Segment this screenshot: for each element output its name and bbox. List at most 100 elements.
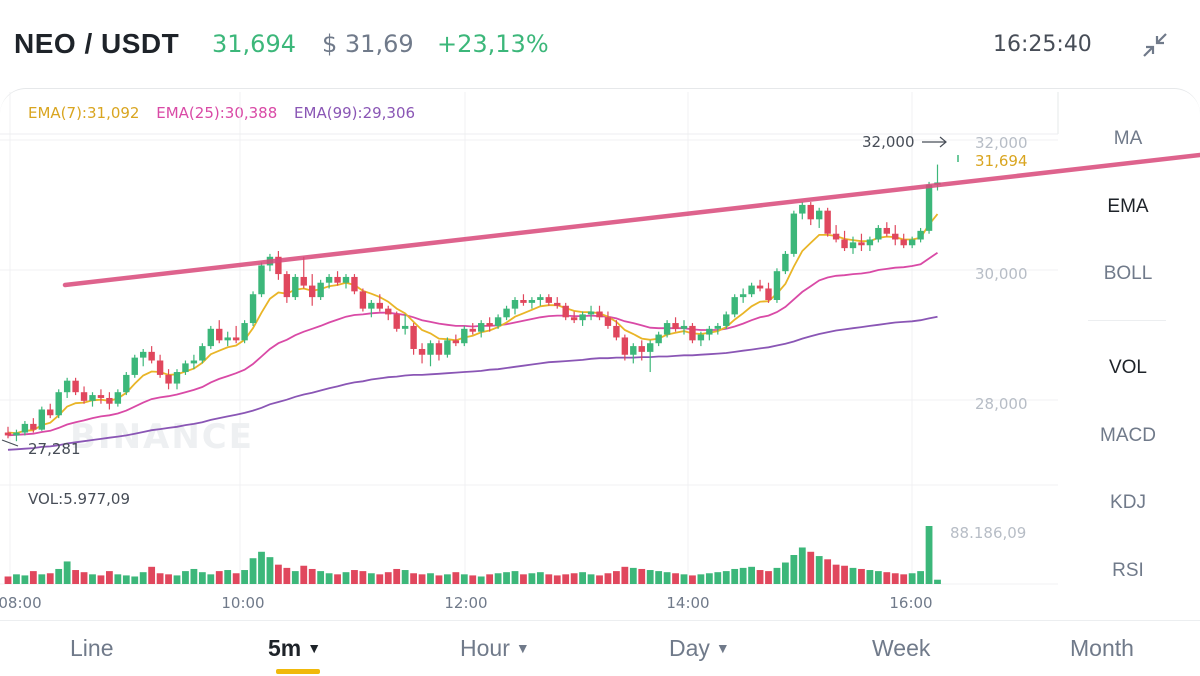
volume-bar (841, 565, 848, 584)
volume-bar (477, 576, 485, 584)
candle-up (697, 334, 705, 341)
volume-bar (249, 558, 257, 584)
candle-down (883, 227, 890, 234)
volume-bar (89, 574, 96, 584)
candle-up (224, 337, 231, 341)
candle-down (275, 256, 282, 275)
candle-down (156, 360, 164, 375)
volume-bar (714, 572, 722, 584)
tab-line[interactable]: Line (70, 635, 113, 662)
y-tick-label: 28,000 (975, 395, 1028, 413)
volume-bar (613, 571, 620, 584)
volume-bar (798, 547, 806, 584)
volume-bar (494, 573, 502, 584)
volume-bar (460, 574, 468, 584)
candle-up (427, 343, 434, 355)
volume-bar (173, 575, 181, 584)
volume-bar (832, 564, 840, 584)
indicator-kdj[interactable]: KDJ (1110, 492, 1146, 513)
volume-bar (46, 573, 54, 584)
volume-bar (511, 571, 519, 584)
volume-bar (283, 567, 291, 584)
volume-bar (680, 574, 688, 584)
tab-hour[interactable]: Hour ▼ (460, 635, 530, 662)
volume-bar (444, 574, 451, 584)
candle-up (748, 285, 755, 295)
candle-up (21, 423, 29, 433)
candle-up (241, 323, 248, 341)
volume-bar (562, 574, 570, 584)
tab-5m[interactable]: 5m ▼ (268, 635, 321, 662)
candle-up (723, 314, 730, 326)
volume-bar (629, 567, 637, 584)
indicator-boll[interactable]: BOLL (1103, 263, 1153, 284)
candle-down (4, 432, 12, 436)
ticker-header: NEO / USDT 31,694 $ 31,69 +23,13% 16:25:… (0, 0, 1200, 92)
indicator-ema[interactable]: EMA (1107, 196, 1149, 217)
candle-up (773, 271, 781, 300)
volume-bar (553, 575, 561, 584)
volume-bar (722, 571, 730, 584)
tab-month[interactable]: Month (1070, 635, 1134, 662)
volume-bar (165, 574, 172, 584)
indicator-macd[interactable]: MACD (1100, 425, 1156, 446)
candle-up (816, 210, 823, 220)
trading-pair[interactable]: NEO / USDT (14, 28, 180, 59)
x-tick-label: 16:00 (889, 594, 932, 612)
tab-day[interactable]: Day ▼ (669, 635, 730, 662)
candle-up (494, 317, 502, 326)
tab-hour-label: Hour (460, 635, 510, 661)
volume-bar (587, 574, 595, 584)
candle-down (486, 323, 493, 326)
x-tick-label: 14:00 (666, 594, 709, 612)
candle-up (258, 265, 265, 295)
volume-bar (55, 568, 63, 584)
last-price: 31,694 (212, 30, 296, 58)
volume-bar (874, 571, 882, 584)
candle-up (89, 395, 96, 401)
volume-bar (427, 573, 434, 584)
volume-bar (139, 572, 147, 584)
volume-bar (122, 575, 130, 584)
volume-bar (308, 568, 316, 584)
candle-up (630, 346, 637, 355)
candle-up (114, 392, 122, 404)
volume-bar (807, 551, 815, 584)
volume-bar (773, 567, 781, 584)
candle-up (714, 325, 721, 329)
candle-down (824, 210, 831, 234)
candle-up (528, 300, 536, 303)
last-price-label: 31,694 (975, 152, 1028, 170)
candle-down (148, 351, 155, 361)
volume-bar (689, 575, 696, 584)
candle-down (900, 239, 907, 246)
chevron-down-icon: ▼ (515, 640, 530, 656)
candle-up (655, 334, 662, 344)
candle-down (47, 409, 54, 416)
volume-bar (570, 573, 578, 584)
active-tab-underline (276, 669, 320, 674)
volume-bar (596, 575, 603, 584)
tab-week[interactable]: Week (872, 635, 930, 662)
price-change: +23,13% (437, 30, 549, 58)
usd-price: $ 31,69 (322, 30, 414, 58)
collapse-arrows-icon[interactable] (1140, 30, 1170, 60)
candle-up (207, 328, 214, 347)
candle-up (325, 276, 333, 283)
candle-up (368, 302, 375, 309)
volume-bar (756, 570, 764, 584)
volume-legend: VOL:5.977,09 (28, 490, 131, 508)
indicator-ma[interactable]: MA (1113, 128, 1143, 149)
x-tick-label: 12:00 (444, 594, 487, 612)
chart-card (0, 88, 1200, 629)
indicator-rsi[interactable]: RSI (1112, 560, 1144, 581)
candle-up (13, 432, 20, 436)
x-tick-label: 08:00 (0, 594, 42, 612)
candle-down (410, 325, 417, 349)
price-chart[interactable]: BINANCE 32,000 30,000 28,000 08:00 10:00 12:0… (0, 0, 1200, 620)
ema25-line (7, 251, 939, 437)
indicator-vol[interactable]: VOL (1108, 357, 1148, 378)
trend-line (62, 152, 1200, 288)
volume-bar (604, 573, 612, 584)
volume-bar (782, 562, 789, 584)
